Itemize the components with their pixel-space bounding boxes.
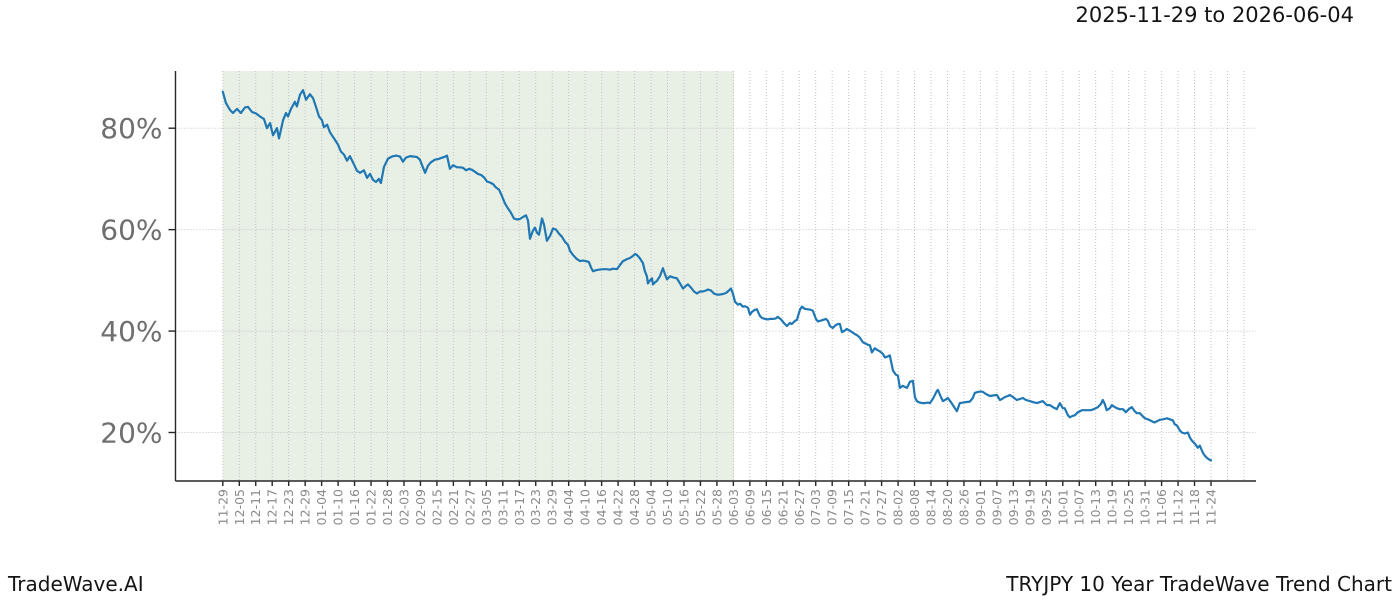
y-tick-label: 60% — [100, 214, 162, 247]
x-tick-label: 08-20 — [940, 489, 955, 525]
x-tick-label: 07-21 — [858, 489, 873, 525]
x-tick-label: 01-16 — [347, 489, 362, 525]
x-tick-label: 06-09 — [742, 489, 757, 525]
x-tick-label: 09-01 — [973, 489, 988, 525]
x-tick-label: 06-21 — [775, 489, 790, 525]
x-tick-label: 04-22 — [611, 489, 626, 525]
x-tick-label: 04-16 — [594, 489, 609, 525]
x-tick-label: 09-25 — [1039, 489, 1054, 525]
x-tick-label: 04-10 — [578, 489, 593, 525]
x-tick-label: 10-19 — [1105, 489, 1120, 525]
x-tick-label: 11-24 — [1204, 489, 1219, 525]
x-tick-label: 11-06 — [1154, 489, 1169, 525]
x-tick-label: 01-28 — [380, 489, 395, 525]
x-tick-label: 03-23 — [528, 489, 543, 525]
x-tick-label: 06-03 — [726, 489, 741, 525]
x-tick-label: 06-15 — [759, 489, 774, 525]
x-tick-label: 09-07 — [989, 489, 1004, 525]
x-tick-label: 11-12 — [1171, 489, 1186, 525]
x-tick-label: 10-31 — [1138, 489, 1153, 525]
y-tick-label: 40% — [100, 315, 162, 348]
x-tick-label: 02-03 — [396, 489, 411, 525]
x-tick-label: 03-17 — [512, 489, 527, 525]
x-tick-label: 07-09 — [825, 489, 840, 525]
x-tick-label: 09-13 — [1006, 489, 1021, 525]
x-tick-label: 08-26 — [956, 489, 971, 525]
x-tick-label: 05-10 — [660, 489, 675, 525]
x-tick-label: 02-27 — [462, 489, 477, 525]
x-tick-label: 11-18 — [1187, 489, 1202, 525]
x-tick-label: 01-22 — [364, 489, 379, 525]
x-tick-label: 05-28 — [709, 489, 724, 525]
x-tick-label: 06-27 — [792, 489, 807, 525]
x-tick-label: 08-08 — [907, 489, 922, 525]
y-tick-label: 80% — [100, 112, 162, 145]
x-tick-label: 10-07 — [1072, 489, 1087, 525]
x-tick-label: 12-11 — [248, 489, 263, 525]
x-tick-label: 07-03 — [808, 489, 823, 525]
y-tick-label: 20% — [100, 417, 162, 450]
highlight-region — [222, 71, 735, 481]
x-tick-label: 09-19 — [1022, 489, 1037, 525]
x-tick-label: 12-29 — [298, 489, 313, 525]
x-tick-label: 08-14 — [924, 489, 939, 525]
x-tick-label: 10-13 — [1088, 489, 1103, 525]
x-tick-label: 11-29 — [215, 489, 230, 525]
x-tick-label: 03-05 — [479, 489, 494, 525]
x-tick-label: 01-10 — [331, 489, 346, 525]
x-tick-label: 07-15 — [841, 489, 856, 525]
date-range: 2025-11-29 to 2026-06-04 — [1075, 3, 1354, 27]
x-tick-label: 03-11 — [495, 489, 510, 525]
x-tick-label: 10-01 — [1055, 489, 1070, 525]
x-tick-label: 12-05 — [232, 489, 247, 525]
x-tick-label: 08-02 — [891, 489, 906, 525]
x-tick-label: 07-27 — [874, 489, 889, 525]
x-tick-label: 02-09 — [413, 489, 428, 525]
x-tick-label: 03-29 — [545, 489, 560, 525]
x-tick-label: 05-22 — [693, 489, 708, 525]
x-tick-label: 02-15 — [429, 489, 444, 525]
x-tick-label: 12-23 — [281, 489, 296, 525]
brand-text: TradeWave.AI — [8, 572, 144, 596]
x-tick-label: 10-25 — [1121, 489, 1136, 525]
trend-line — [221, 89, 1213, 462]
x-tick-label: 12-17 — [265, 489, 280, 525]
x-tick-label: 05-04 — [644, 489, 659, 525]
x-tick-label: 02-21 — [446, 489, 461, 525]
x-tick-label: 04-04 — [561, 489, 576, 525]
x-tick-label: 04-28 — [627, 489, 642, 525]
x-tick-label: 01-04 — [314, 489, 329, 525]
chart-title: TRYJPY 10 Year TradeWave Trend Chart — [1006, 572, 1392, 596]
x-tick-label: 05-16 — [676, 489, 691, 525]
